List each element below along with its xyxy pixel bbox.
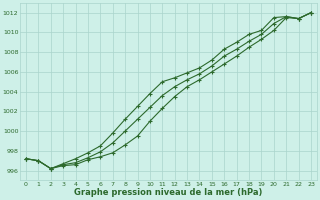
X-axis label: Graphe pression niveau de la mer (hPa): Graphe pression niveau de la mer (hPa) (74, 188, 263, 197)
